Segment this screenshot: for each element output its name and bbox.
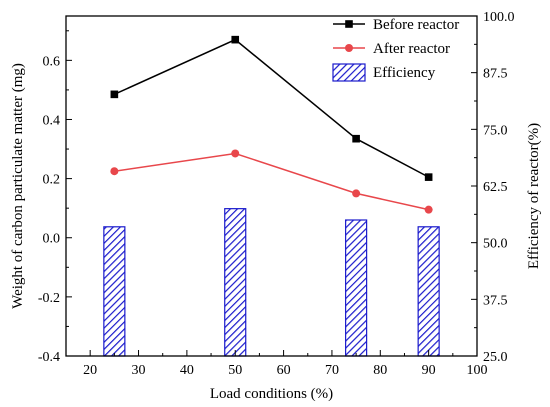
- efficiency-bar: [417, 226, 440, 357]
- y-left-axis-label: Weight of carbon particulate matter (mg): [10, 63, 26, 309]
- x-tick-label: 70: [325, 363, 339, 378]
- x-tick-label: 50: [228, 363, 242, 378]
- y-left-tick-label: -0.2: [38, 291, 60, 306]
- after-reactor-line: [114, 152, 429, 211]
- y-right-tick-label: 100.0: [483, 10, 515, 25]
- x-tick-label: 20: [83, 363, 97, 378]
- x-tick-label: 80: [373, 363, 387, 378]
- x-tick-label: 100: [467, 363, 488, 378]
- efficiency-bar: [103, 226, 126, 357]
- efficiency-bars: [103, 208, 440, 357]
- legend-marker: [345, 20, 353, 28]
- efficiency-bar: [345, 219, 368, 357]
- legend-swatch: [332, 63, 366, 82]
- legend: Before reactor After reactor Efficiency: [332, 17, 459, 82]
- y-left-tick-label: 0.0: [43, 232, 61, 247]
- before-reactor-point: [231, 35, 240, 44]
- y-right-axis-label: Efficiency of reactor(%): [526, 123, 542, 269]
- x-axis-ticks: 20 30 40 50 60 70 80 90 100: [65, 350, 488, 378]
- before-reactor-point: [110, 90, 119, 99]
- legend-label: Before reactor: [373, 17, 459, 33]
- y-left-tick-label: -0.4: [38, 350, 60, 365]
- y-left-tick-label: 0.6: [43, 54, 61, 69]
- y-right-tick-label: 75.0: [483, 123, 508, 138]
- after-reactor-point: [352, 189, 361, 198]
- y-right-tick-label: 87.5: [483, 67, 508, 82]
- after-reactor-point: [231, 149, 240, 158]
- y-right-tick-label: 50.0: [483, 237, 508, 252]
- line-series: [110, 35, 433, 214]
- legend-marker: [345, 44, 353, 52]
- x-tick-label: 60: [277, 363, 291, 378]
- efficiency-bar: [224, 208, 247, 357]
- y-left-axis-ticks: -0.4 -0.2 0.0 0.2 0.4 0.6: [38, 30, 72, 365]
- legend-label: After reactor: [373, 41, 450, 57]
- x-axis-label: Load conditions (%): [210, 386, 333, 402]
- y-right-tick-label: 37.5: [483, 293, 508, 308]
- x-tick-label: 40: [180, 363, 194, 378]
- y-left-tick-label: 0.4: [43, 113, 61, 128]
- y-right-tick-label: 25.0: [483, 350, 508, 365]
- before-reactor-point: [352, 134, 360, 143]
- before-reactor-point: [424, 173, 433, 181]
- x-tick-label: 90: [422, 363, 436, 378]
- x-tick-label: 30: [132, 363, 146, 378]
- after-reactor-point: [424, 205, 433, 214]
- y-left-tick-label: 0.2: [43, 173, 61, 188]
- after-reactor-point: [110, 167, 119, 176]
- before-reactor-line: [114, 38, 429, 178]
- y-right-tick-label: 62.5: [483, 180, 508, 195]
- legend-label: Efficiency: [373, 65, 436, 81]
- y-right-axis-ticks: 25.0 37.5 50.0 62.5 75.0 87.5 100.0: [471, 10, 515, 365]
